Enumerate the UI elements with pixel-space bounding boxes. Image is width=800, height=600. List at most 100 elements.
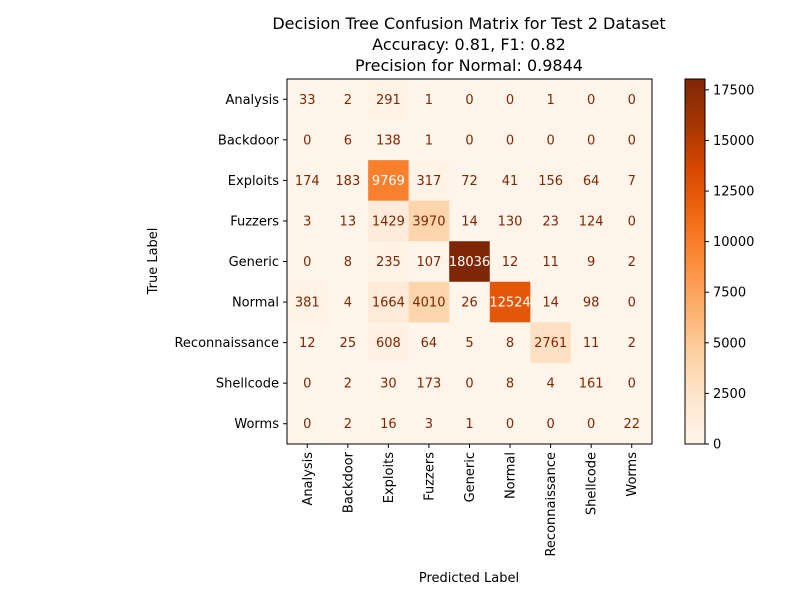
cell-value-label: 138 [376,133,401,148]
cell-value-label: 0 [506,93,514,108]
chart-title: Decision Tree Confusion Matrix for Test … [272,14,665,75]
x-tick-label: Exploits [382,452,397,503]
cell-value-label: 2 [628,336,636,351]
heatmap-cell [449,403,491,445]
x-tick-label: Fuzzers [422,452,437,501]
cell-value-label: 0 [303,133,311,148]
heatmap-cell [327,241,369,283]
cell-value-label: 0 [506,133,514,148]
cell-value-label: 381 [295,296,320,311]
heatmap-cell [327,160,369,201]
cell-value-label: 25 [340,336,357,351]
heatmap-cell [327,200,369,242]
cell-value-label: 9 [587,255,595,270]
cell-value-label: 64 [421,336,438,351]
cell-value-label: 1 [425,133,433,148]
cell-value-label: 1429 [372,214,405,229]
heatmap-cell [408,119,450,161]
cell-value-label: 2 [628,255,636,270]
cell-value-label: 156 [538,174,563,189]
cell-value-label: 26 [461,296,478,311]
cell-value-label: 107 [417,255,442,270]
heatmap-cell [368,200,409,242]
heatmap-cell [287,241,328,283]
heatmap-cell [570,160,612,201]
cell-value-label: 130 [498,214,523,229]
x-axis: Analysis Backdoor Exploits Fuzzers Generic No… [301,444,640,557]
heatmap-cell [408,241,450,283]
cell-value-label: 14 [542,296,559,311]
cell-value-label: 98 [583,296,600,311]
heatmap-cell [489,200,531,242]
heatmap-cell [287,322,328,364]
y-tick-label: Worms [234,417,279,432]
cell-value-label: 4 [546,377,554,392]
cell-value-label: 0 [546,133,554,148]
cell-value-label: 2 [344,377,352,392]
heatmap-cell [327,281,369,323]
cell-value-label: 8 [344,255,352,270]
heatmap-cell [489,160,531,201]
cell-value-label: 8 [506,377,514,392]
heatmap-cell [287,362,328,404]
cell-value-label: 1 [425,93,433,108]
cell-value-label: 4 [344,296,352,311]
cell-value-label: 13 [340,214,357,229]
x-axis-label: Predicted Label [419,571,519,586]
heatmap-cell [408,362,450,404]
heatmap-cell [368,362,409,404]
x-tick-label: Shellcode [585,452,600,515]
colorbar-tick-label: 7500 [713,286,746,301]
heatmap-cell [287,79,328,120]
heatmap-cell [327,79,369,120]
x-tick-label: Analysis [301,452,316,506]
x-tick-label: Reconnaissance [544,452,559,557]
cell-value-label: 5 [465,336,473,351]
cell-value-label: 72 [461,174,478,189]
heatmap-cell [408,403,450,445]
heatmap-cell [327,322,369,364]
cell-value-label: 124 [579,214,604,229]
cell-value-label: 11 [583,336,600,351]
heatmap-cell [489,362,531,404]
heatmap-cell [368,322,409,364]
heatmap-cell [570,322,612,364]
chart-title-line-1: Decision Tree Confusion Matrix for Test … [272,14,665,33]
cell-value-label: 9769 [372,174,405,189]
heatmap-cell [489,281,531,323]
colorbar-tick-label: 2500 [713,387,746,402]
cell-value-label: 23 [542,214,559,229]
cell-value-label: 0 [506,417,514,432]
heatmap-cell [449,362,491,404]
x-tick-label: Generic [463,452,478,502]
cell-value-label: 317 [417,174,442,189]
heatmap-cell [611,281,653,323]
cell-value-label: 2761 [534,336,567,351]
heatmap-cell [530,79,572,120]
cell-value-label: 0 [465,377,473,392]
heatmap-cell [530,160,572,201]
heatmap-cell [530,403,572,445]
cell-value-label: 1 [546,93,554,108]
cell-value-label: 0 [465,133,473,148]
cell-value-label: 161 [579,377,604,392]
cell-value-label: 0 [587,417,595,432]
cell-value-label: 1 [465,417,473,432]
cell-value-label: 2 [344,417,352,432]
heatmap-cell [611,119,653,161]
heatmap-cell [570,281,612,323]
heatmap-cell [449,322,491,364]
chart-title-line-2: Accuracy: 0.81, F1: 0.82 [372,35,566,54]
heatmap-cell [570,241,612,283]
heatmap-cell [489,322,531,364]
cell-value-label: 291 [376,93,401,108]
cell-value-label: 12524 [489,296,530,311]
heatmap-cell [570,362,612,404]
cell-value-label: 0 [303,377,311,392]
heatmap-cell [530,281,572,323]
heatmap-cell [368,119,409,161]
heatmap-cell [408,160,450,201]
heatmap-cell [570,403,612,445]
colorbar-tick-label: 10000 [713,235,754,250]
